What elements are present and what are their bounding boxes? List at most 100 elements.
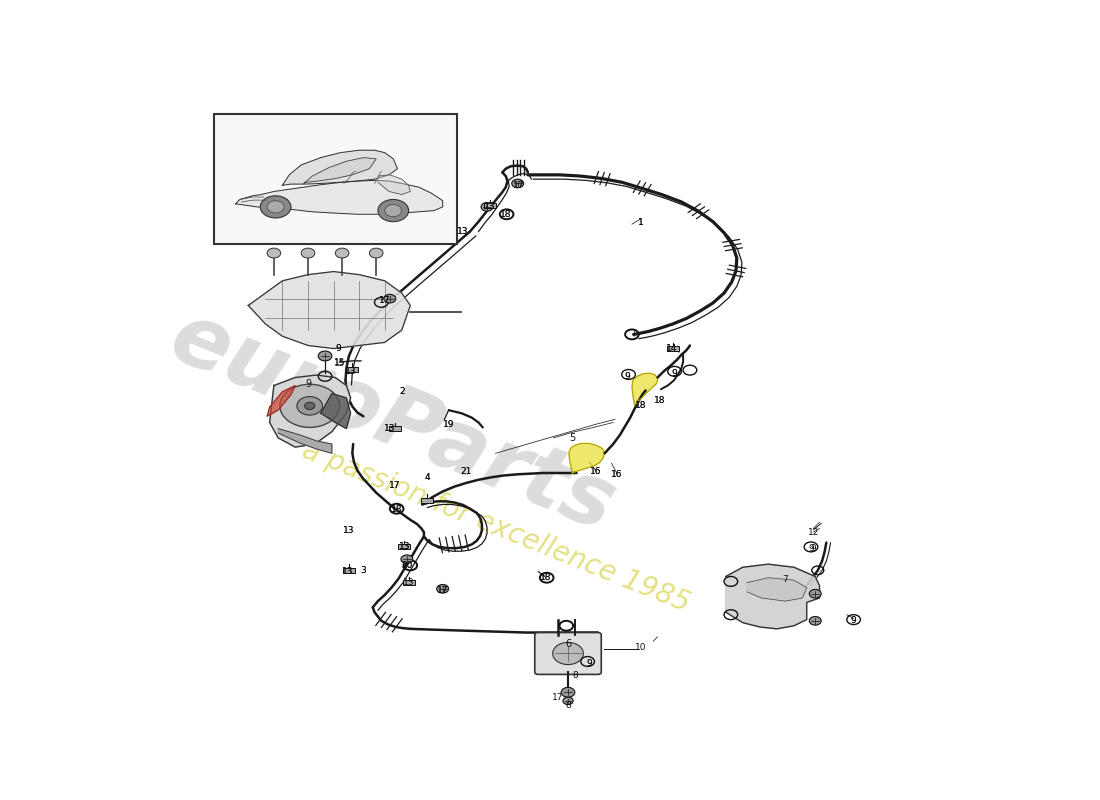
Polygon shape (304, 158, 376, 183)
Polygon shape (278, 429, 332, 454)
Circle shape (267, 248, 280, 258)
Text: 17: 17 (379, 296, 390, 305)
Circle shape (481, 202, 493, 211)
Polygon shape (235, 180, 442, 214)
Bar (389, 426, 400, 431)
Polygon shape (270, 375, 351, 447)
Text: 13: 13 (343, 526, 354, 534)
Circle shape (512, 179, 524, 188)
Circle shape (400, 555, 412, 563)
Text: 9: 9 (625, 372, 630, 381)
Text: 9: 9 (850, 616, 857, 626)
Bar (421, 498, 433, 502)
Text: 13: 13 (458, 227, 469, 236)
Text: 13: 13 (345, 367, 356, 377)
Circle shape (437, 585, 449, 593)
Text: 19: 19 (443, 420, 454, 429)
Circle shape (297, 397, 322, 415)
Circle shape (810, 590, 822, 598)
Text: 18: 18 (635, 402, 646, 410)
Text: 9: 9 (336, 344, 341, 353)
Text: 1: 1 (638, 218, 644, 226)
Text: 18: 18 (653, 397, 666, 406)
Text: 13: 13 (384, 424, 396, 433)
Text: 13: 13 (484, 202, 495, 211)
Bar (403, 580, 415, 586)
Text: 18: 18 (653, 397, 666, 406)
Text: 21: 21 (460, 467, 472, 476)
Circle shape (561, 687, 575, 698)
Text: 13: 13 (458, 227, 469, 236)
Text: 17: 17 (552, 693, 563, 702)
Text: 20: 20 (402, 561, 412, 570)
Text: 2: 2 (399, 387, 405, 396)
Text: 13: 13 (341, 567, 353, 576)
Polygon shape (283, 150, 397, 186)
Text: 3: 3 (361, 566, 366, 575)
Bar (214, 114, 458, 244)
Text: 7: 7 (782, 575, 789, 584)
Text: 19: 19 (443, 420, 454, 429)
Text: 18: 18 (635, 402, 646, 410)
Text: 13: 13 (398, 542, 410, 551)
Text: 4: 4 (425, 474, 430, 482)
Text: 16: 16 (610, 470, 623, 479)
Text: 16: 16 (610, 470, 623, 479)
Text: 2: 2 (399, 387, 405, 396)
Text: 17: 17 (389, 481, 400, 490)
Text: 13: 13 (343, 526, 354, 534)
Circle shape (552, 642, 583, 665)
Circle shape (563, 698, 573, 705)
Polygon shape (747, 578, 806, 601)
Bar (346, 367, 359, 372)
Text: 5: 5 (569, 433, 575, 443)
Text: 9: 9 (305, 379, 311, 390)
Circle shape (305, 402, 315, 410)
Text: 17: 17 (513, 181, 525, 190)
Bar (343, 568, 355, 573)
Text: 13: 13 (345, 367, 356, 377)
Circle shape (267, 201, 284, 213)
Text: 10: 10 (635, 643, 646, 652)
Text: 9: 9 (672, 369, 678, 378)
Text: 17: 17 (513, 181, 525, 190)
Text: 9: 9 (850, 616, 857, 626)
Circle shape (318, 351, 332, 361)
Text: 4: 4 (425, 474, 430, 482)
Bar (398, 544, 410, 550)
Circle shape (261, 196, 292, 218)
Text: a passion for excellence 1985: a passion for excellence 1985 (298, 436, 693, 618)
Text: euroParts: euroParts (158, 295, 628, 550)
Text: 13: 13 (403, 578, 415, 587)
Text: 21: 21 (460, 467, 472, 476)
Text: 12: 12 (807, 528, 820, 537)
Text: 9: 9 (336, 344, 341, 353)
Text: 15: 15 (333, 358, 345, 366)
Circle shape (279, 384, 340, 427)
Text: 15: 15 (333, 359, 345, 369)
Text: 9: 9 (672, 369, 678, 378)
Text: 3: 3 (361, 566, 366, 575)
Polygon shape (569, 443, 605, 473)
Polygon shape (249, 271, 410, 349)
Text: 9: 9 (811, 544, 816, 554)
Text: 16: 16 (590, 467, 601, 476)
FancyBboxPatch shape (535, 633, 602, 674)
Text: 17: 17 (379, 296, 390, 305)
Text: 18: 18 (540, 574, 551, 582)
Text: 1: 1 (638, 218, 644, 226)
Polygon shape (726, 564, 820, 629)
Text: 18: 18 (390, 506, 403, 514)
Polygon shape (321, 394, 351, 429)
Text: 13: 13 (398, 542, 410, 551)
Text: 18: 18 (390, 506, 403, 514)
Text: 14: 14 (666, 344, 676, 353)
Circle shape (370, 248, 383, 258)
Text: 16: 16 (590, 467, 601, 476)
Polygon shape (267, 386, 295, 416)
Text: 9: 9 (625, 372, 630, 381)
Text: 18: 18 (540, 574, 551, 582)
Text: 13: 13 (384, 424, 396, 433)
Text: 14: 14 (666, 344, 676, 353)
Text: 13: 13 (484, 202, 495, 211)
